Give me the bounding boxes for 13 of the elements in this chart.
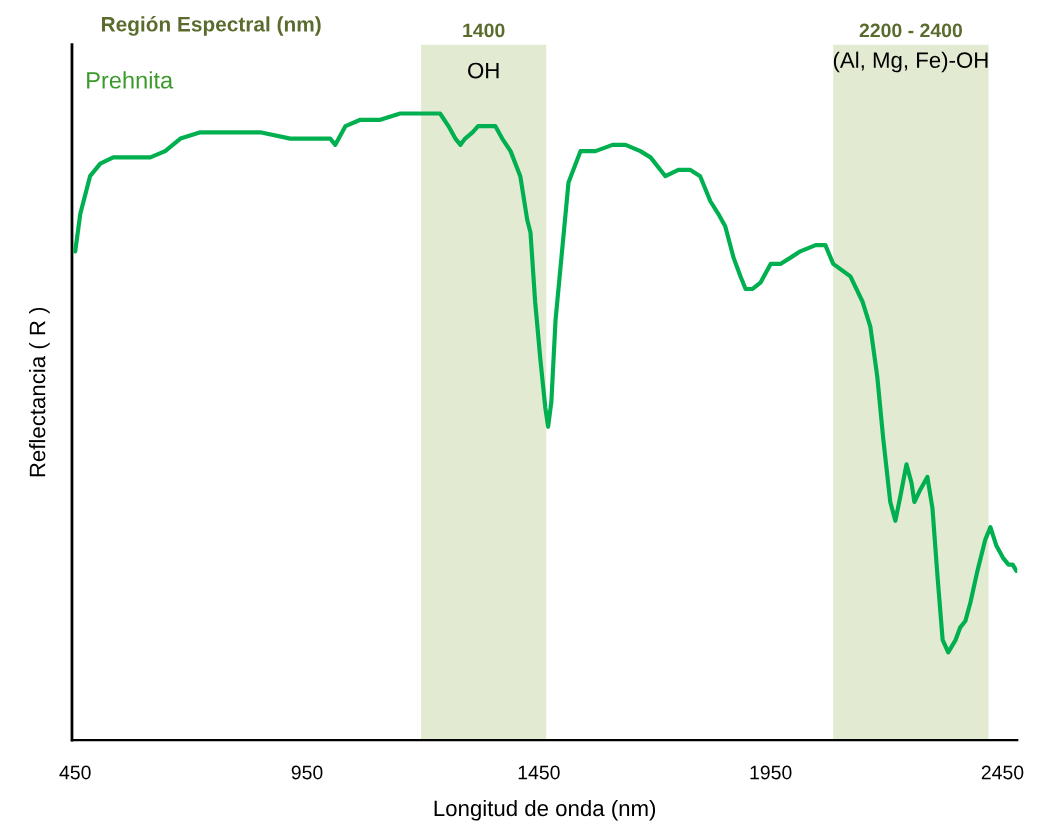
band-label: 1400 bbox=[463, 23, 505, 38]
x-axis-title: Longitud de onda (nm) bbox=[434, 799, 656, 821]
band-label: 2200 - 2400 bbox=[859, 23, 962, 38]
text: (Al, Mg, Fe)-OH bbox=[833, 51, 988, 73]
x-tick-label: 1450 bbox=[518, 765, 560, 780]
x-tick-label: 2450 bbox=[981, 765, 1024, 780]
x-tick-label: 1950 bbox=[750, 765, 792, 780]
text: Prehnita bbox=[87, 71, 174, 89]
y-axis-title: Reflectancia ( R ) bbox=[29, 307, 50, 477]
chart-title: Región Espectral (nm) bbox=[101, 16, 321, 36]
x-tick-label: 950 bbox=[291, 765, 323, 780]
x-tick-label: 450 bbox=[59, 765, 91, 780]
text: OH bbox=[468, 62, 499, 79]
